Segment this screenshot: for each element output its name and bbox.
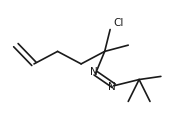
Text: Cl: Cl: [114, 18, 124, 28]
Text: N: N: [108, 82, 116, 92]
Text: N: N: [90, 67, 98, 77]
